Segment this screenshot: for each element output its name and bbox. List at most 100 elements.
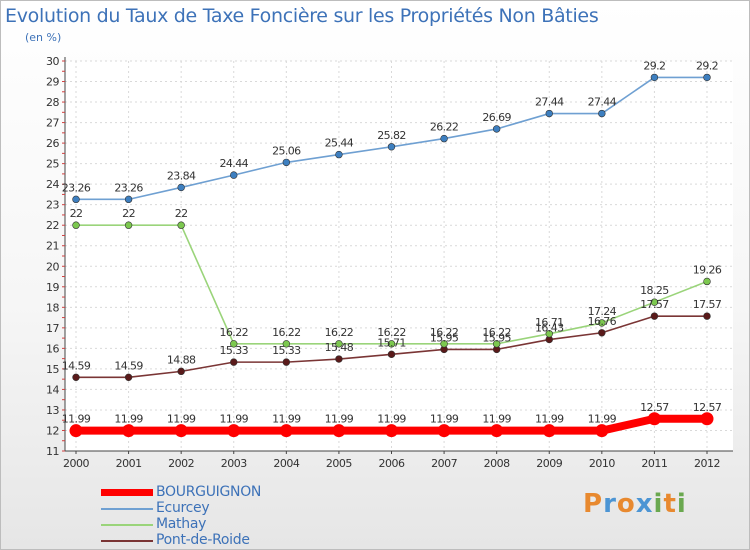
gridlines: [65, 60, 733, 452]
data-label: 11.99: [167, 413, 196, 426]
data-label: 23.26: [62, 181, 91, 194]
y-tick-label: 16: [46, 342, 59, 355]
data-label: 17.57: [640, 298, 669, 311]
y-tick-label: 23: [46, 199, 59, 212]
x-tick-label: 2002: [168, 457, 194, 470]
data-point: [440, 134, 448, 143]
data-point: [332, 424, 346, 438]
data-label: 14.59: [62, 359, 91, 372]
x-tick-label: 2008: [484, 457, 510, 470]
data-point: [703, 277, 711, 286]
y-tick-label: 19: [46, 281, 59, 294]
data-point: [122, 424, 136, 438]
series-pont-de-roide: [72, 312, 711, 382]
data-label: 16.43: [535, 322, 564, 335]
data-point: [230, 171, 238, 179]
plot-area: [65, 61, 733, 451]
data-label: 15.95: [430, 331, 459, 344]
data-point: [72, 221, 80, 229]
logo-letter: P: [583, 489, 604, 519]
y-tick-label: 27: [46, 117, 59, 130]
data-point: [650, 312, 659, 320]
legend-label: BOURGUIGNON: [156, 484, 262, 500]
data-point: [598, 329, 606, 337]
y-tick-label: 12: [46, 424, 59, 437]
legend-label: Ecurcey: [156, 500, 210, 516]
data-label: 25.44: [325, 137, 354, 150]
data-label: 11.99: [377, 413, 406, 426]
data-point: [279, 424, 293, 438]
data-label: 11.99: [325, 413, 354, 426]
data-label: 16.71: [535, 316, 564, 329]
y-tick-label: 30: [46, 55, 59, 68]
x-tick-label: 2004: [273, 457, 299, 470]
data-labels-bourguignon: 11.99 11.99 11.99 11.99 11.99 11.99 11.99 11.99…: [62, 401, 723, 426]
x-tick-label: 2001: [116, 457, 142, 470]
logo-letter: t: [663, 489, 677, 519]
data-point: [387, 350, 396, 359]
data-label: 23.26: [114, 181, 143, 194]
y-tick-label: 21: [46, 240, 59, 253]
legend-swatch: [101, 540, 153, 542]
x-tick-label: 2003: [221, 457, 247, 470]
x-tick-label: 2000: [63, 457, 89, 470]
y-tick-label: 18: [46, 301, 59, 314]
chart-subtitle: (en %): [25, 31, 62, 44]
legend-label: Mathay: [156, 516, 207, 532]
data-label: 15.95: [482, 331, 511, 344]
x-tick-label: 2005: [326, 457, 352, 470]
x-tick-label: 2006: [379, 457, 405, 470]
data-label: 19.26: [693, 263, 722, 276]
data-label: 12.57: [693, 401, 722, 414]
data-label: 12.57: [640, 401, 669, 414]
y-tick-label: 11: [46, 445, 59, 458]
data-label: 22: [122, 207, 135, 220]
data-label: 11.99: [62, 413, 91, 426]
data-label: 15.33: [272, 344, 301, 357]
y-tick-label: 20: [46, 260, 59, 273]
y-tick-label: 29: [46, 76, 59, 89]
data-point: [440, 340, 448, 348]
data-label: 16.22: [430, 326, 459, 339]
x-tick-label: 2010: [589, 457, 615, 470]
data-label: 29.2: [643, 59, 665, 72]
logo-letter: i: [653, 489, 664, 519]
data-label: 11.99: [272, 413, 301, 426]
legend-swatch: [101, 508, 153, 510]
data-label: 16.76: [588, 315, 617, 328]
data-point: [124, 373, 133, 382]
data-label: 18.25: [640, 284, 669, 297]
data-point: [542, 424, 556, 438]
data-label: 15.48: [325, 341, 354, 354]
data-point: [72, 373, 80, 382]
x-tick-label: 2011: [641, 457, 667, 470]
data-point: [437, 424, 451, 438]
data-label: 27.44: [535, 96, 564, 109]
proxiti-logo: Proxiti: [583, 489, 687, 519]
logo-letter: x: [635, 489, 654, 519]
data-point: [385, 424, 398, 438]
data-label: 27.44: [588, 96, 617, 109]
y-tick-label: 28: [46, 96, 59, 109]
y-tick-label: 14: [46, 383, 59, 396]
data-point: [650, 298, 659, 306]
legend-swatch: [101, 489, 153, 496]
data-label: 25.82: [377, 129, 406, 142]
y-tick-label: 13: [46, 404, 59, 417]
data-label: 15.33: [220, 344, 249, 357]
line-chart: 11 12 13 14 15 16 17 18 19 20 21 22 23 24 25 26 27 28 29 30…: [46, 55, 733, 470]
y-tick-label: 25: [46, 158, 59, 171]
data-label: 15.71: [377, 336, 406, 349]
data-point: [230, 358, 238, 366]
data-label: 11.99: [430, 413, 459, 426]
data-point: [700, 412, 714, 426]
data-point: [490, 424, 504, 438]
data-labels-ecurcey: 23.26 23.26 23.84 24.44 25.06 25.44 25.82 26.22…: [62, 59, 719, 194]
data-point: [282, 340, 291, 348]
data-label: 14.88: [167, 353, 196, 366]
data-point: [647, 412, 661, 426]
series-ecurcey: [72, 73, 711, 204]
series-mathay: [72, 221, 711, 348]
y-tick-label: 24: [46, 178, 59, 191]
data-point: [492, 340, 501, 348]
